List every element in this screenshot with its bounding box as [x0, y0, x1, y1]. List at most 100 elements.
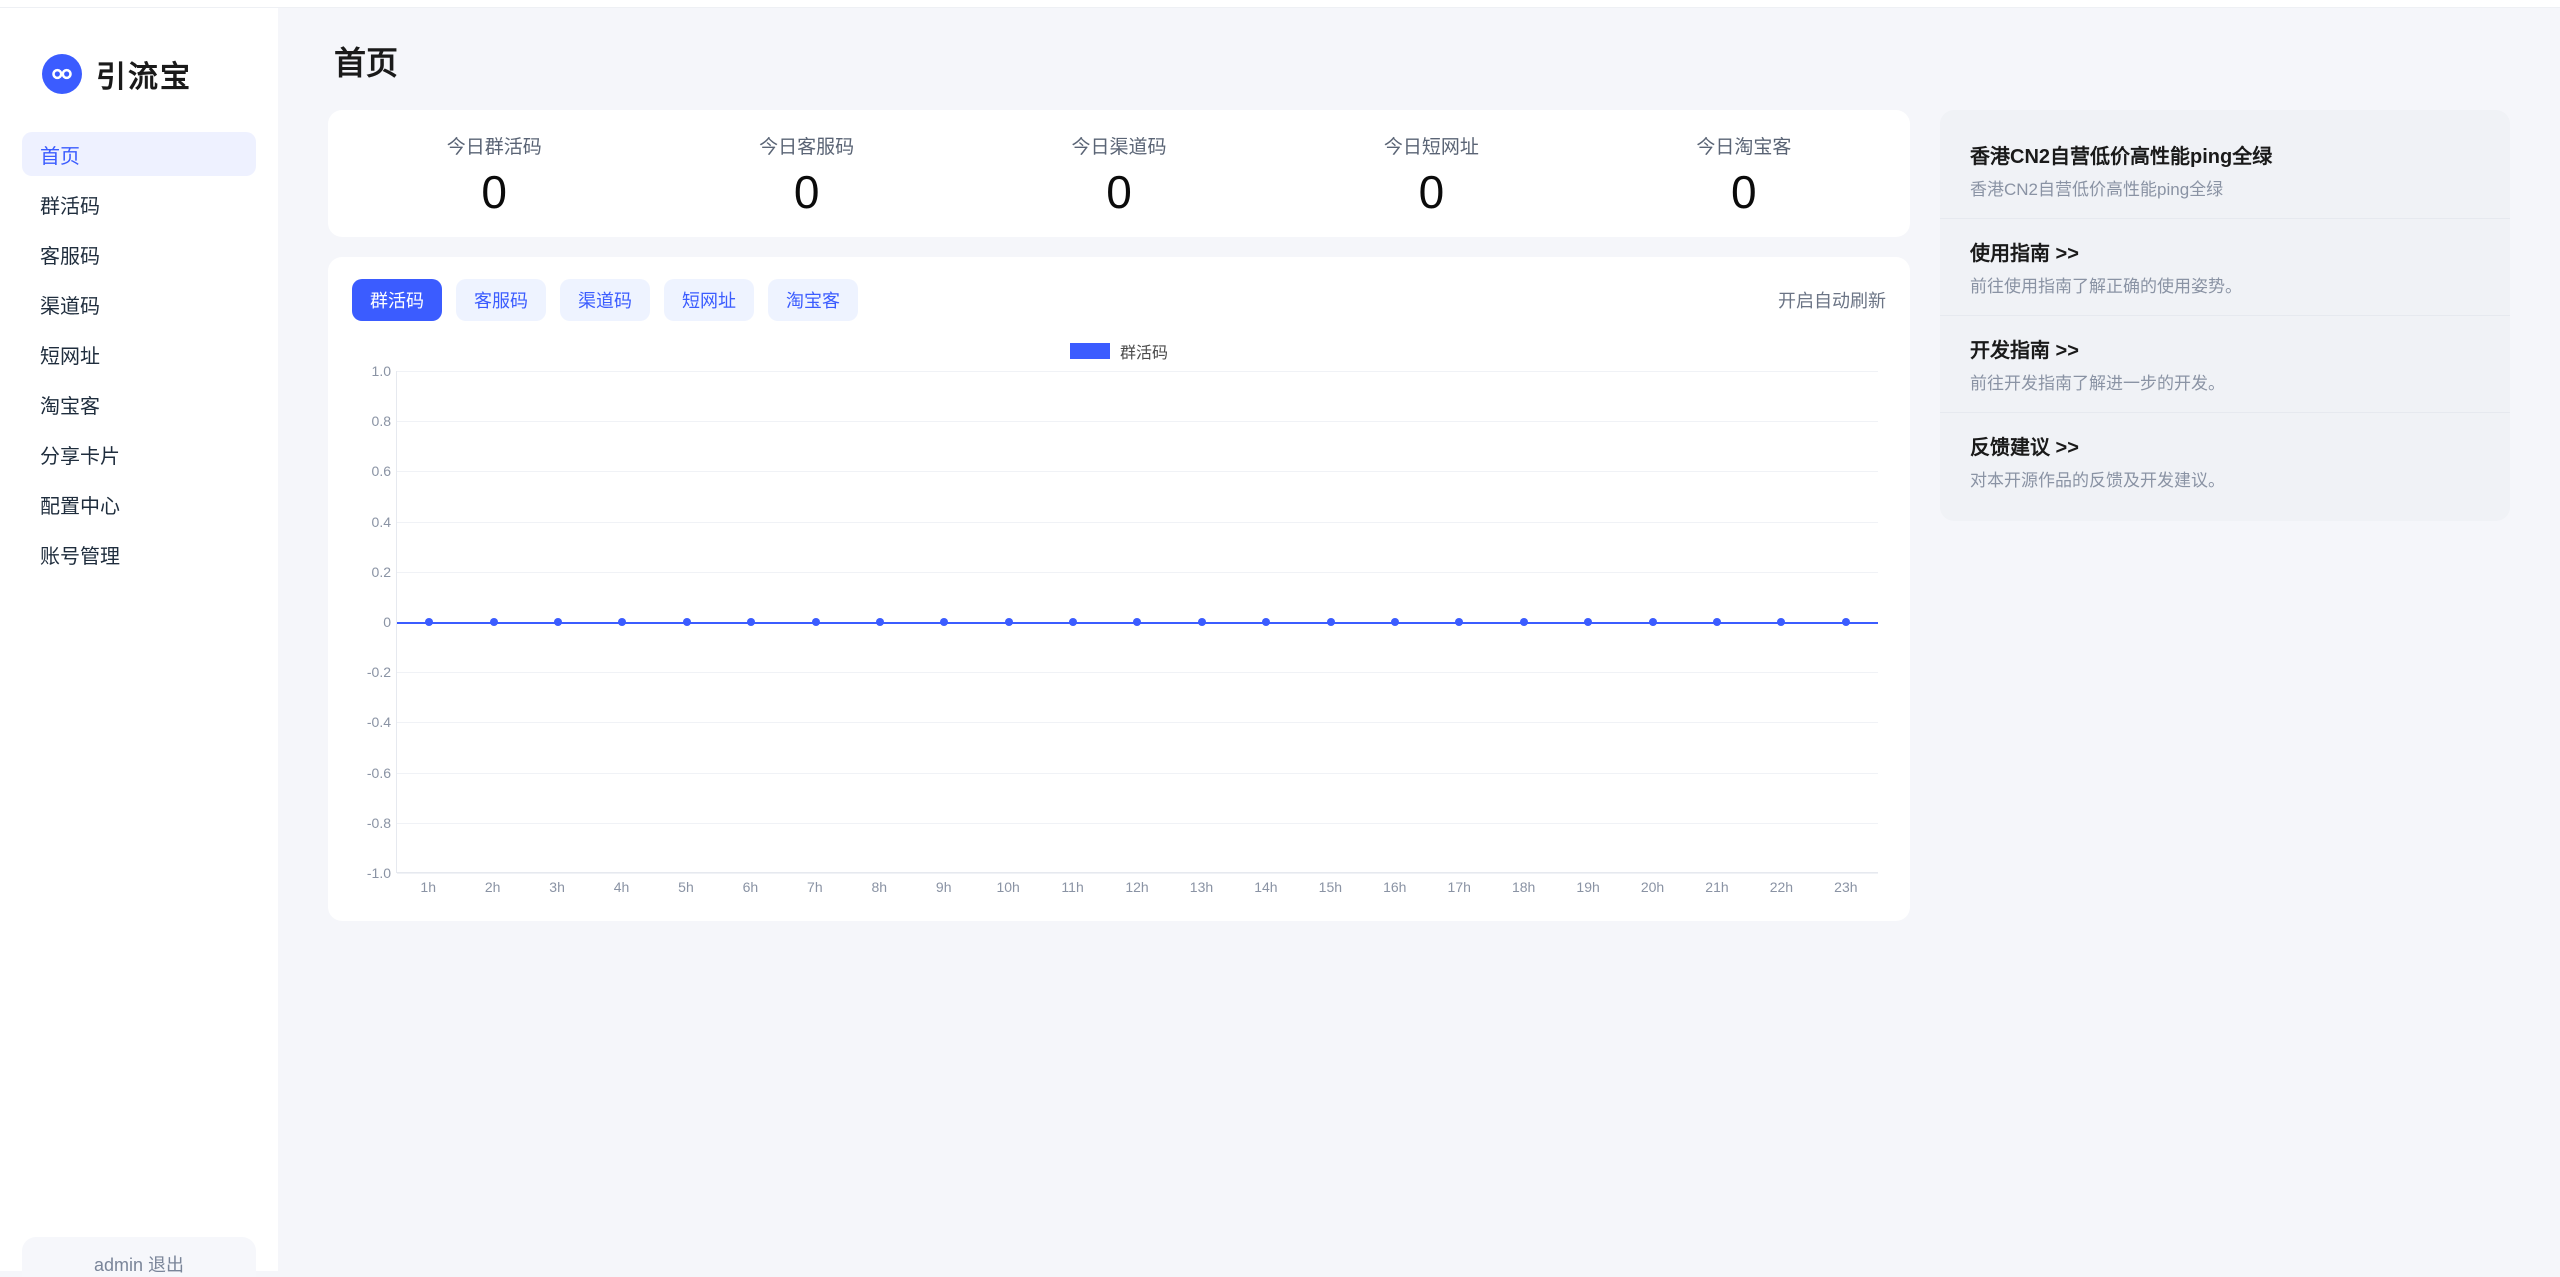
chart-x-label: 15h [1298, 879, 1362, 895]
chart-point [1363, 622, 1427, 630]
legend-swatch [1070, 343, 1110, 359]
chart-x-label: 12h [1105, 879, 1169, 895]
chart-point [1556, 622, 1620, 630]
stat-label: 今日渠道码 [963, 132, 1275, 159]
chart-point-marker [1391, 618, 1399, 626]
stats-card: 今日群活码0今日客服码0今日渠道码0今日短网址0今日淘宝客0 [328, 110, 1910, 237]
legend-label: 群活码 [1120, 339, 1168, 363]
chart-x-label: 17h [1427, 879, 1491, 895]
chart-point [526, 622, 590, 630]
chart-gridline [397, 371, 1878, 372]
chart-point-marker [1520, 618, 1528, 626]
chart-point-marker [1713, 618, 1721, 626]
stat-value: 0 [1275, 165, 1587, 219]
chart-x-label: 20h [1620, 879, 1684, 895]
chart-x-labels: 1h2h3h4h5h6h7h8h9h10h11h12h13h14h15h16h1… [396, 879, 1878, 895]
chart-gridline [397, 471, 1878, 472]
chart-gridline [397, 722, 1878, 723]
chart-legend: 群活码 [352, 339, 1886, 363]
chart-point [912, 622, 976, 630]
chart-x-label: 13h [1169, 879, 1233, 895]
chart-point [1234, 622, 1298, 630]
chart-point [1492, 622, 1556, 630]
sidebar-item-3[interactable]: 渠道码 [22, 282, 256, 326]
sidebar: 引流宝 首页群活码客服码渠道码短网址淘宝客分享卡片配置中心账号管理 admin … [0, 8, 278, 1271]
chart-x-label: 19h [1556, 879, 1620, 895]
chart-point [783, 622, 847, 630]
chart-gridline [397, 421, 1878, 422]
admin-chip[interactable]: admin 退出 [22, 1237, 256, 1277]
stat-4: 今日淘宝客0 [1588, 132, 1900, 219]
chart-point-marker [1133, 618, 1141, 626]
chart-body: 1.00.80.60.40.20-0.2-0.4-0.6-0.8-1.0 1h2… [352, 371, 1886, 895]
chart-gridline [397, 823, 1878, 824]
info-item-desc: 前往开发指南了解进一步的开发。 [1970, 369, 2480, 394]
chart-point-marker [490, 618, 498, 626]
info-item-title: 开发指南 >> [1970, 334, 2480, 363]
chart-y-label: -0.4 [353, 714, 391, 730]
chart-point [977, 622, 1041, 630]
sidebar-nav: 首页群活码客服码渠道码短网址淘宝客分享卡片配置中心账号管理 [0, 132, 278, 576]
chart-tab-3[interactable]: 短网址 [664, 279, 754, 321]
info-item-1[interactable]: 使用指南 >>前往使用指南了解正确的使用姿势。 [1940, 218, 2510, 315]
chart-point-marker [1005, 618, 1013, 626]
chart-point [655, 622, 719, 630]
chart-x-label: 16h [1363, 879, 1427, 895]
sidebar-item-2[interactable]: 客服码 [22, 232, 256, 276]
chart-point-marker [747, 618, 755, 626]
chart-auto-refresh[interactable]: 开启自动刷新 [1778, 287, 1886, 313]
chart-point-marker [1327, 618, 1335, 626]
chart-point [1105, 622, 1169, 630]
sidebar-item-5[interactable]: 淘宝客 [22, 382, 256, 426]
chart-tab-1[interactable]: 客服码 [456, 279, 546, 321]
chart-point-marker [1262, 618, 1270, 626]
info-item-2[interactable]: 开发指南 >> 前往开发指南了解进一步的开发。 [1940, 315, 2510, 412]
info-item-desc: 前往使用指南了解正确的使用姿势。 [1970, 272, 2480, 297]
stat-value: 0 [650, 165, 962, 219]
chart-gridline [397, 572, 1878, 573]
chart-x-label: 10h [976, 879, 1040, 895]
chart-x-label: 11h [1040, 879, 1104, 895]
chart-point-marker [1584, 618, 1592, 626]
sidebar-item-4[interactable]: 短网址 [22, 332, 256, 376]
sidebar-item-7[interactable]: 配置中心 [22, 482, 256, 526]
chart-y-label: 1.0 [353, 363, 391, 379]
stat-label: 今日客服码 [650, 132, 962, 159]
chart-series-points [397, 622, 1878, 630]
info-item-desc: 对本开源作品的反馈及开发建议。 [1970, 466, 2480, 491]
info-item-3[interactable]: 反馈建议 >>对本开源作品的反馈及开发建议。 [1940, 412, 2510, 509]
stat-label: 今日淘宝客 [1588, 132, 1900, 159]
main: 首页 今日群活码0今日客服码0今日渠道码0今日短网址0今日淘宝客0 群活码客服码… [278, 8, 2560, 1271]
sidebar-item-6[interactable]: 分享卡片 [22, 432, 256, 476]
chart-x-label: 22h [1749, 879, 1813, 895]
sidebar-item-0[interactable]: 首页 [22, 132, 256, 176]
stat-1: 今日客服码 0 [650, 132, 962, 219]
stat-0: 今日群活码0 [338, 132, 650, 219]
sidebar-item-8[interactable]: 账号管理 [22, 532, 256, 576]
brand: 引流宝 [0, 8, 278, 132]
info-item-0[interactable]: 香港CN2自营低价高性能ping全绿香港CN2自营低价高性能ping全绿 [1940, 122, 2510, 218]
chart-point [719, 622, 783, 630]
chart-x-label: 5h [654, 879, 718, 895]
chart-tab-2[interactable]: 渠道码 [560, 279, 650, 321]
chart-tab-0[interactable]: 群活码 [352, 279, 442, 321]
chart-y-label: 0 [353, 614, 391, 630]
chart-x-label: 4h [589, 879, 653, 895]
chart-point-marker [1198, 618, 1206, 626]
chart-gridline [397, 522, 1878, 523]
chart-header: 群活码客服码渠道码短网址淘宝客 开启自动刷新 [352, 279, 1886, 321]
chart-tab-4[interactable]: 淘宝客 [768, 279, 858, 321]
chart-point-marker [1649, 618, 1657, 626]
chart-point [1298, 622, 1362, 630]
chart-point-marker [618, 618, 626, 626]
chart-point [1427, 622, 1491, 630]
chart-point-marker [425, 618, 433, 626]
chart-x-label: 1h [396, 879, 460, 895]
chart-point-marker [683, 618, 691, 626]
chart-tabs: 群活码客服码渠道码短网址淘宝客 [352, 279, 858, 321]
chart-point-marker [876, 618, 884, 626]
info-item-desc: 香港CN2自营低价高性能ping全绿 [1970, 175, 2480, 200]
chart-point [590, 622, 654, 630]
sidebar-item-1[interactable]: 群活码 [22, 182, 256, 226]
chart-point [1041, 622, 1105, 630]
